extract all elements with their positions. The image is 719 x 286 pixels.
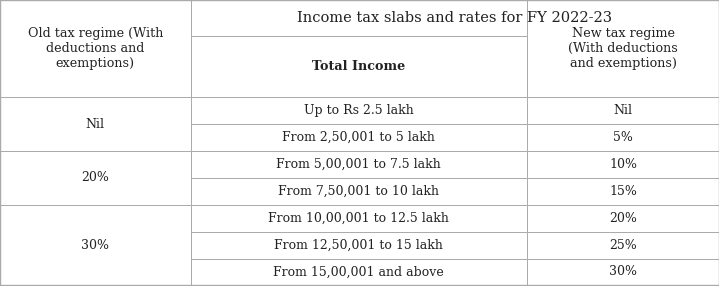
- Text: 20%: 20%: [81, 171, 109, 184]
- Text: From 7,50,001 to 10 lakh: From 7,50,001 to 10 lakh: [278, 185, 439, 198]
- Text: From 5,00,001 to 7.5 lakh: From 5,00,001 to 7.5 lakh: [276, 158, 441, 171]
- Text: From 2,50,001 to 5 lakh: From 2,50,001 to 5 lakh: [283, 131, 435, 144]
- Text: 5%: 5%: [613, 131, 633, 144]
- Text: From 15,00,001 and above: From 15,00,001 and above: [273, 265, 444, 279]
- Text: Total Income: Total Income: [312, 60, 406, 73]
- Text: 30%: 30%: [81, 239, 109, 252]
- Bar: [527, 0, 719, 97]
- Text: Up to Rs 2.5 lakh: Up to Rs 2.5 lakh: [304, 104, 413, 117]
- Text: 20%: 20%: [609, 212, 637, 225]
- Text: 25%: 25%: [609, 239, 637, 252]
- Bar: [527, 259, 719, 285]
- Bar: [527, 151, 719, 178]
- Bar: [191, 36, 527, 97]
- Text: Income tax slabs and rates for FY 2022-23: Income tax slabs and rates for FY 2022-2…: [297, 11, 613, 25]
- Text: From 12,50,001 to 15 lakh: From 12,50,001 to 15 lakh: [275, 239, 443, 252]
- Text: 15%: 15%: [609, 185, 637, 198]
- Bar: [0, 151, 191, 205]
- Bar: [527, 124, 719, 151]
- Bar: [191, 151, 527, 178]
- Bar: [191, 124, 527, 151]
- Bar: [527, 97, 719, 124]
- Text: New tax regime
(With deductions
and exemptions): New tax regime (With deductions and exem…: [568, 27, 678, 70]
- Bar: [0, 205, 191, 285]
- Text: 10%: 10%: [609, 158, 637, 171]
- Text: Old tax regime (With
deductions and
exemptions): Old tax regime (With deductions and exem…: [27, 27, 163, 70]
- Bar: [191, 259, 527, 285]
- Bar: [527, 232, 719, 259]
- Bar: [527, 178, 719, 205]
- Text: From 10,00,001 to 12.5 lakh: From 10,00,001 to 12.5 lakh: [268, 212, 449, 225]
- Bar: [527, 205, 719, 232]
- Bar: [0, 97, 191, 151]
- Bar: [191, 205, 527, 232]
- Bar: [191, 0, 719, 36]
- Bar: [191, 178, 527, 205]
- Bar: [191, 232, 527, 259]
- Bar: [0, 0, 191, 97]
- Text: Nil: Nil: [613, 104, 633, 117]
- Bar: [191, 97, 527, 124]
- Text: 30%: 30%: [609, 265, 637, 279]
- Text: Nil: Nil: [86, 118, 105, 131]
